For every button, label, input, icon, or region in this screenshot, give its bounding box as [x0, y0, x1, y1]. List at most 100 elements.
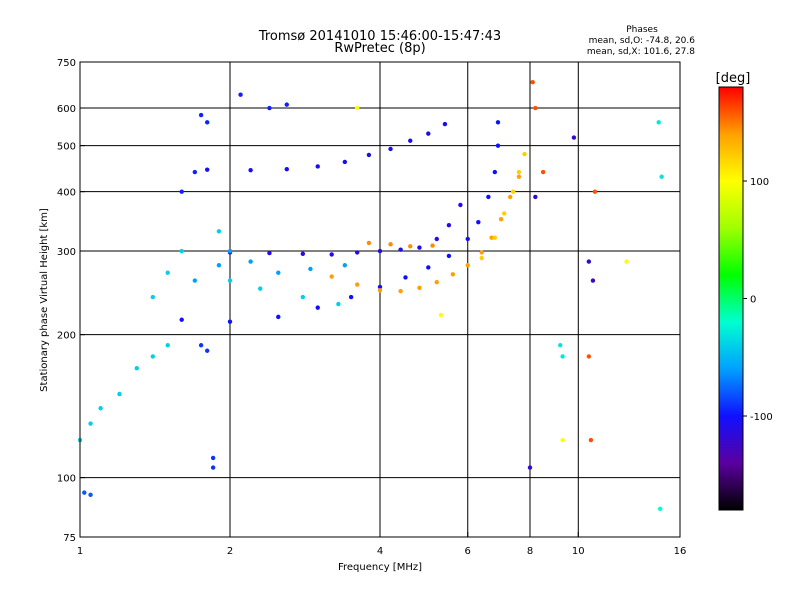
data-point — [134, 365, 139, 371]
data-point — [657, 506, 663, 511]
data-point — [434, 236, 439, 242]
data-point — [540, 169, 546, 175]
data-point — [238, 92, 243, 97]
chart-title: Tromsø 20141010 15:46:00-15:47:43 — [258, 29, 501, 44]
data-point — [342, 263, 348, 268]
data-point — [450, 272, 456, 277]
data-points — [77, 80, 664, 511]
data-point — [300, 294, 306, 300]
data-point — [165, 270, 170, 275]
data-point — [150, 354, 156, 359]
x-axis: 1 2 4 6 8 10 16 — [77, 532, 686, 557]
data-point — [476, 219, 481, 225]
data-point — [315, 305, 320, 310]
data-point — [656, 120, 661, 125]
data-point — [227, 319, 233, 324]
data-point — [458, 202, 463, 208]
data-point — [329, 252, 334, 257]
y-axis: 75 100 200 300 400 500 600 750 — [57, 58, 85, 544]
y-axis-label: Stationary phase Virtual Height [km] — [39, 208, 50, 392]
data-point — [498, 217, 504, 222]
data-point — [204, 167, 210, 172]
data-point — [258, 286, 263, 291]
x-tick-label: 1 — [77, 546, 83, 557]
data-point — [479, 255, 484, 261]
data-point — [516, 169, 522, 175]
data-point — [179, 317, 184, 322]
data-point — [403, 275, 408, 280]
data-point — [527, 465, 533, 470]
plot-area — [77, 61, 681, 538]
x-axis-label: Frequency [MHz] — [338, 562, 422, 573]
data-point — [516, 174, 522, 179]
y-tick-label: 750 — [57, 58, 76, 69]
x-tick-label: 4 — [377, 546, 383, 557]
x-tick-label: 2 — [227, 546, 233, 557]
data-point — [348, 294, 354, 300]
data-point — [366, 240, 372, 246]
data-point — [522, 151, 527, 157]
data-point — [354, 105, 360, 111]
data-point — [442, 121, 448, 127]
data-point — [398, 288, 403, 294]
x-tick-label: 8 — [527, 546, 533, 557]
data-point — [179, 248, 184, 254]
colorbar-tick-label: -100 — [750, 412, 773, 423]
data-point — [308, 266, 313, 272]
data-point — [204, 120, 210, 125]
data-point — [486, 194, 491, 200]
data-point — [284, 167, 289, 172]
data-point — [88, 492, 93, 498]
data-point — [377, 284, 383, 290]
data-point — [510, 189, 516, 194]
y-tick-label: 400 — [57, 188, 76, 199]
data-point — [210, 465, 216, 470]
data-point — [377, 248, 383, 254]
data-point — [248, 167, 253, 173]
data-point — [179, 189, 184, 194]
data-point — [98, 406, 103, 411]
data-point — [82, 490, 87, 495]
colorbar-tick-label: 100 — [750, 177, 769, 188]
phase-stats-o: mean, sd,O: -74.8, 20.6 — [589, 36, 696, 46]
y-tick-label: 600 — [57, 104, 76, 115]
colorbar-tick-label: 0 — [750, 295, 756, 306]
data-point — [558, 343, 563, 348]
data-point — [430, 243, 435, 248]
chart-subtitle: RwPretec (8p) — [334, 41, 425, 56]
data-point — [388, 146, 393, 152]
data-point — [624, 259, 629, 264]
colorbar-label: [deg] — [716, 71, 751, 86]
x-tick-label: 6 — [465, 546, 471, 557]
data-point — [479, 250, 484, 255]
x-tick-label: 10 — [572, 546, 585, 557]
data-point — [434, 279, 439, 285]
data-point — [489, 235, 494, 240]
y-tick-label: 200 — [57, 331, 76, 342]
data-point — [426, 131, 431, 136]
data-point — [354, 282, 360, 287]
data-point — [366, 152, 372, 158]
data-point — [377, 288, 383, 293]
colorbar-ticks: 100 0 -100 — [743, 177, 773, 423]
data-point — [446, 253, 452, 259]
data-point — [388, 242, 393, 247]
data-point — [342, 159, 348, 165]
phase-stats-header: Phases — [626, 25, 658, 35]
data-point — [192, 278, 198, 283]
data-point — [417, 245, 422, 250]
data-point — [571, 135, 577, 140]
data-point — [354, 250, 360, 255]
y-tick-label: 75 — [63, 533, 76, 544]
data-point — [408, 138, 413, 143]
data-point — [560, 437, 565, 443]
data-point — [446, 223, 452, 228]
data-point — [276, 270, 281, 275]
phase-stats-x: mean, sd,X: 101.6, 27.8 — [587, 47, 695, 57]
data-point — [336, 301, 341, 307]
data-point — [495, 120, 501, 125]
data-point — [417, 285, 422, 291]
data-point — [408, 244, 413, 249]
data-point — [533, 105, 538, 111]
